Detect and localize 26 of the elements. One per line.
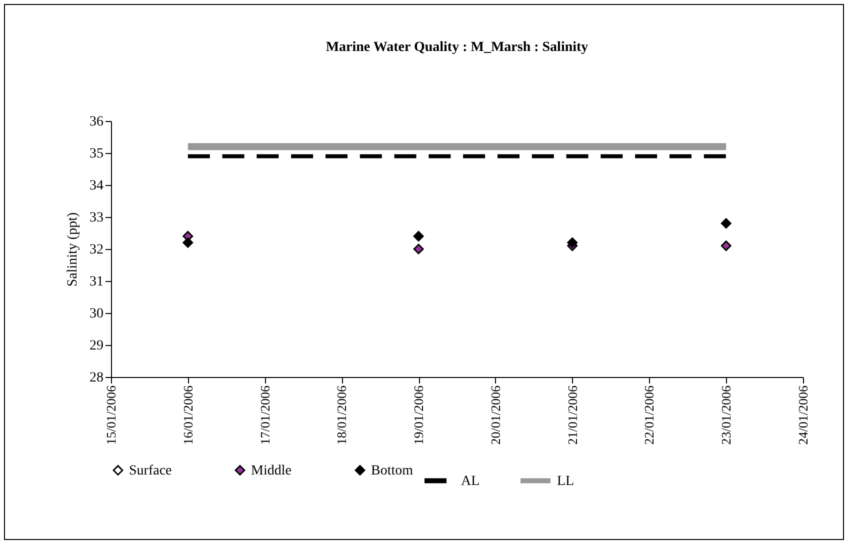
legend-label: Bottom xyxy=(371,463,414,478)
y-tick-label: 34 xyxy=(90,178,104,194)
chart-title: Marine Water Quality : M_Marsh : Salinity xyxy=(326,40,588,55)
x-tick-label: 22/01/2006 xyxy=(642,385,657,445)
y-tick-label: 36 xyxy=(90,114,104,130)
legend-label: LL xyxy=(557,474,574,489)
legend-label: Middle xyxy=(251,463,292,478)
y-tick-label: 28 xyxy=(90,370,104,386)
x-tick-label: 23/01/2006 xyxy=(718,385,734,445)
y-tick-label: 29 xyxy=(90,338,104,354)
y-tick-label: 30 xyxy=(90,306,104,322)
x-tick-label: 18/01/2006 xyxy=(334,385,350,445)
y-tick-label: 33 xyxy=(90,210,104,226)
y-axis-title: Salinity (ppt) xyxy=(66,212,80,287)
x-tick-label: 19/01/2006 xyxy=(411,385,426,445)
x-tick-label: 24/01/2006 xyxy=(796,385,810,445)
x-tick-label: 16/01/2006 xyxy=(180,385,196,445)
x-tick-label: 21/01/2006 xyxy=(564,385,580,445)
legend-label: Surface xyxy=(129,463,172,478)
y-tick-label: 35 xyxy=(90,146,104,162)
x-tick-label: 15/01/2006 xyxy=(104,385,118,445)
x-tick-label: 20/01/2006 xyxy=(488,385,503,445)
x-tick-label: 17/01/2006 xyxy=(257,385,272,445)
y-tick-label: 31 xyxy=(90,274,104,290)
y-tick-label: 32 xyxy=(90,242,104,258)
legend-label: AL xyxy=(461,474,480,489)
